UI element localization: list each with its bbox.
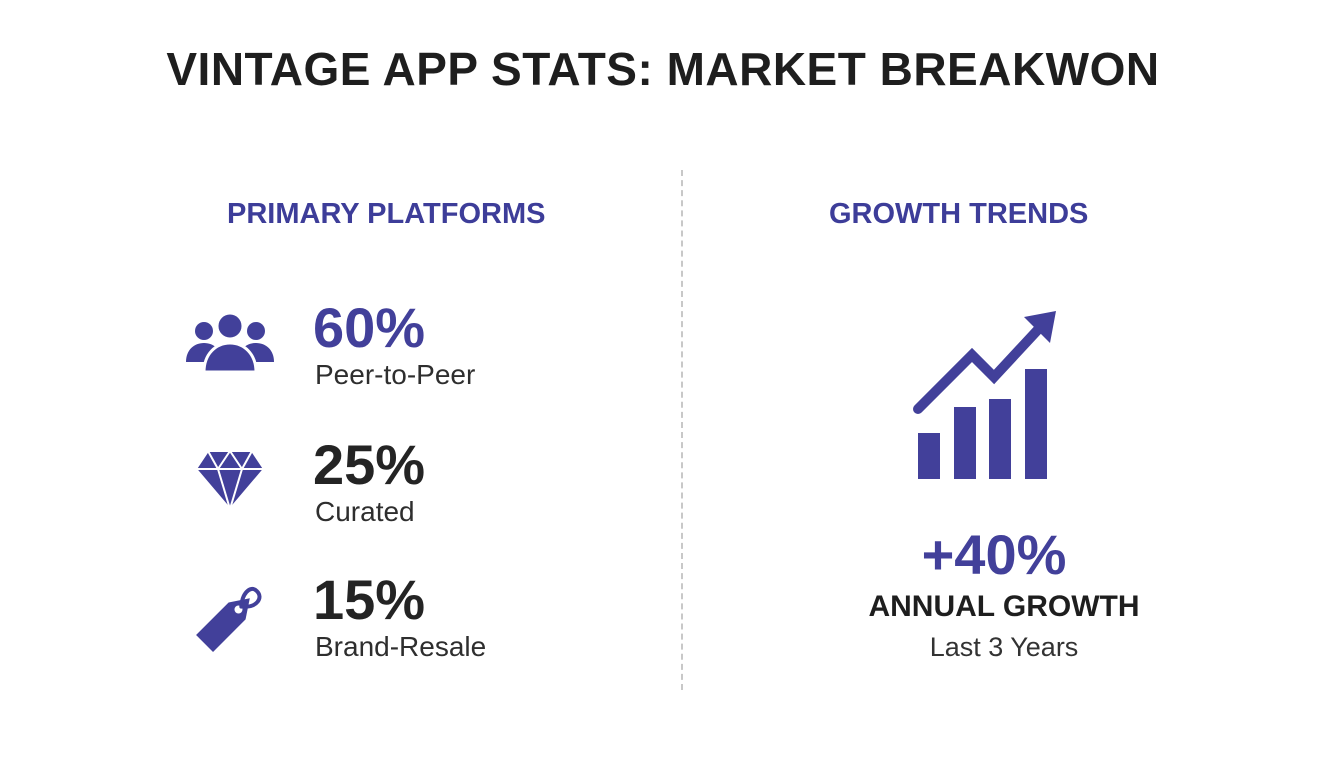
stat-label: Curated bbox=[315, 496, 415, 527]
stat-brand-resale: 15% Brand-Resale bbox=[184, 572, 604, 672]
growth-value: +40% bbox=[921, 523, 1067, 586]
people-group-icon bbox=[184, 306, 276, 386]
growth-period: Last 3 Years bbox=[929, 632, 1079, 662]
price-tag-icon bbox=[188, 578, 280, 658]
primary-platforms-heading: PRIMARY PLATFORMS bbox=[227, 198, 546, 230]
stat-label: Peer-to-Peer bbox=[315, 359, 476, 390]
section-divider bbox=[681, 170, 683, 690]
stat-peer-to-peer: 60% Peer-to-Peer bbox=[184, 300, 604, 400]
stat-value: 25% bbox=[313, 433, 426, 496]
growth-label: ANNUAL GROWTH bbox=[868, 590, 1140, 623]
stat-value: 15% bbox=[313, 568, 426, 631]
growth-bar-chart-icon bbox=[910, 305, 1062, 483]
growth-trends-heading: GROWTH TRENDS bbox=[829, 198, 1089, 230]
stat-label: Brand-Resale bbox=[315, 631, 487, 662]
stat-value: 60% bbox=[313, 296, 426, 359]
stat-curated: 25% Curated bbox=[184, 437, 604, 537]
page-title: VINTAGE APP STATS: MARKET BREAKWON bbox=[166, 43, 1160, 95]
diamond-icon bbox=[194, 449, 286, 529]
